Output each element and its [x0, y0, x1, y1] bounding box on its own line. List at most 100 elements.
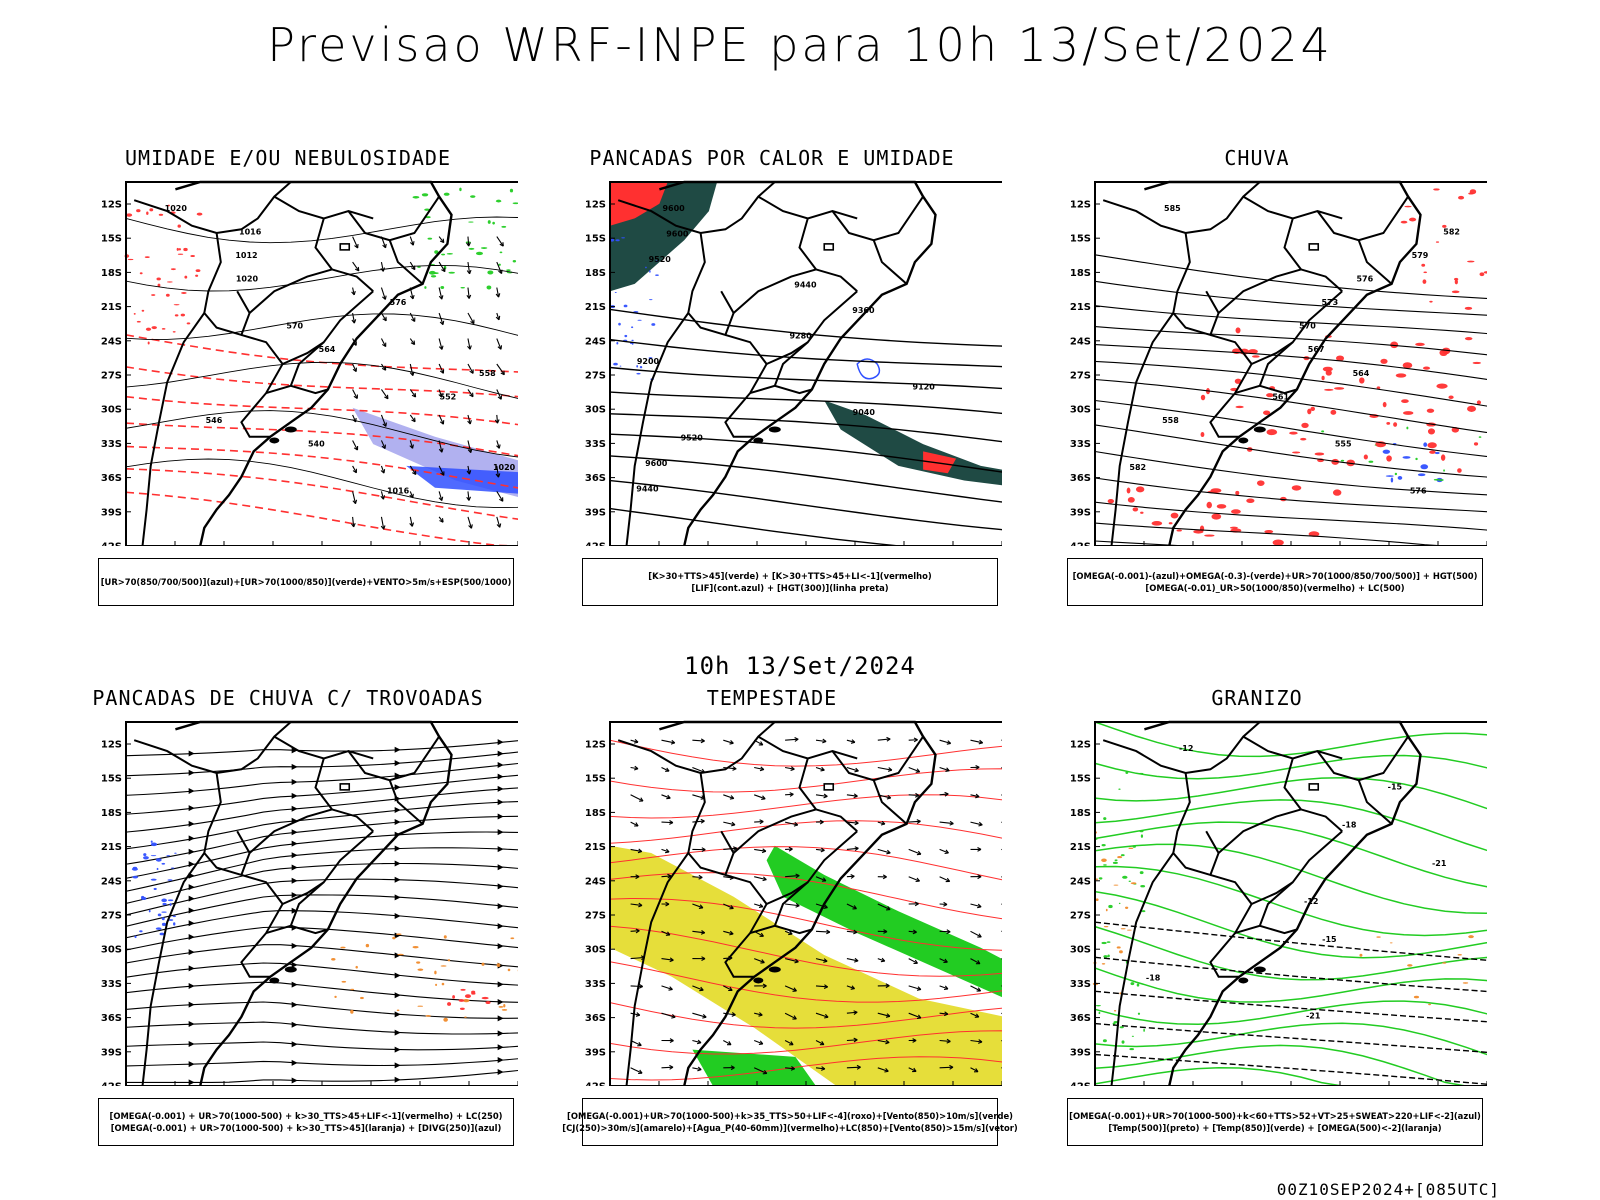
- shade-cell: [151, 326, 157, 330]
- panel-title: TEMPESTADE: [706, 686, 838, 710]
- shade-cell: [1193, 529, 1204, 534]
- shade-cell: [170, 867, 175, 869]
- shade-cell: [619, 365, 622, 367]
- shade-cell: [162, 902, 167, 906]
- wind-vector: [939, 930, 951, 933]
- shade-cell: [173, 304, 180, 306]
- wind-arrowhead: [382, 316, 387, 322]
- federal-district: [339, 783, 351, 791]
- wind-arrowhead: [634, 765, 639, 771]
- wind-arrowhead: [665, 901, 670, 907]
- country-border: [1251, 881, 1294, 905]
- shade-cell: [1234, 378, 1242, 384]
- shade-cell: [161, 917, 165, 921]
- wind-arrowhead: [731, 1012, 736, 1017]
- legend-line: [OMEGA(-0.001)-(azul)+OMEGA(-0.3)-(verde…: [1072, 571, 1478, 581]
- contour-label: 1016: [387, 486, 410, 495]
- lat-label: 30S: [101, 945, 122, 956]
- wind-arrowhead: [946, 1038, 951, 1044]
- wind-vector: [438, 261, 446, 272]
- wind-arrowhead: [731, 821, 736, 827]
- lat-label: 27S: [1070, 371, 1091, 382]
- wind-arrowhead: [669, 820, 674, 825]
- contour-label: 1020: [236, 275, 259, 284]
- shade-cell: [495, 199, 502, 203]
- country-border: [203, 772, 251, 877]
- shade-cell: [624, 334, 628, 338]
- wind-arrowhead: [409, 294, 415, 300]
- country-border: [203, 232, 251, 337]
- shade-cell: [172, 331, 176, 333]
- streamline-arrow: [291, 763, 298, 770]
- shade-cell: [623, 304, 628, 308]
- wind-vector: [784, 958, 799, 963]
- lat-label: 36S: [1070, 473, 1091, 484]
- wind-arrowhead: [915, 877, 921, 883]
- shade-cell: [340, 946, 346, 949]
- wind-arrowhead: [468, 524, 473, 529]
- lat-label: 18S: [101, 808, 122, 819]
- shade-cell: [1454, 279, 1458, 285]
- shade-cell: [1122, 875, 1128, 879]
- panel-granizo: GRANIZO 12S 15S 18S 21S 24S 27S 30S 33S 36S 39S 42…: [1037, 686, 1487, 1176]
- federal-district: [823, 243, 835, 251]
- geo-layer: [1102, 180, 1422, 546]
- wind-arrowhead: [883, 929, 888, 934]
- country-border: [1110, 312, 1175, 546]
- wind-arrowhead: [410, 340, 416, 346]
- shade-cell: [1478, 436, 1482, 438]
- streamline-arrow: [291, 877, 298, 884]
- shade-cell: [499, 251, 503, 254]
- streamline: [125, 740, 518, 757]
- wind-arrowhead: [978, 1039, 983, 1044]
- contour-label: 555: [1335, 439, 1352, 448]
- wind-vector: [723, 1012, 736, 1016]
- lat-label: 24S: [585, 876, 606, 887]
- wind-vector: [877, 903, 891, 911]
- shade-cell: [460, 287, 465, 289]
- wind-vector: [438, 389, 443, 398]
- country-border: [289, 290, 374, 387]
- streamline-arrow: [291, 981, 298, 988]
- wind-arrowhead: [409, 522, 415, 527]
- streamline-arrow: [394, 952, 401, 959]
- country-border: [1258, 830, 1343, 927]
- wind-vector: [877, 738, 891, 741]
- instability-zone-south: [824, 400, 1002, 486]
- contour-line: [609, 846, 1002, 881]
- shade-cell: [178, 248, 182, 251]
- streamline-arrow: [188, 805, 195, 812]
- shade-cell: [150, 878, 157, 881]
- wind-vector: [939, 1012, 948, 1015]
- wind-arrowhead: [821, 877, 827, 882]
- shade-cell: [149, 208, 154, 212]
- shade-cell: [1336, 355, 1345, 362]
- forecast-date-label: 10h 13/Set/2024: [684, 652, 916, 680]
- wind-arrowhead: [732, 846, 738, 851]
- wind-vector: [692, 903, 704, 909]
- lat-label: 15S: [101, 774, 122, 785]
- country-border: [133, 721, 292, 775]
- shade-cell: [1472, 361, 1482, 365]
- wind-vector: [467, 262, 471, 274]
- shade-cell: [143, 853, 147, 857]
- shade-cell: [1128, 847, 1134, 850]
- streamline-arrow: [291, 942, 298, 949]
- shade-cell: [1125, 771, 1129, 774]
- map-frame: [125, 181, 518, 546]
- contour-label: -15: [1322, 935, 1337, 944]
- legend-line: [OMEGA(-0.001) + UR>70(1000-500) + k>30_…: [109, 1111, 503, 1121]
- contour-line: [1094, 921, 1487, 961]
- streamline-arrow: [394, 860, 401, 867]
- wind-arrowhead: [352, 367, 357, 373]
- wind-vector: [1001, 794, 1002, 796]
- wind-vector: [661, 958, 674, 961]
- wind-arrowhead: [638, 1069, 643, 1074]
- shade-cell: [1272, 539, 1284, 546]
- wind-arrowhead: [470, 319, 475, 325]
- streamline-arrow: [497, 981, 504, 988]
- shade-cell: [425, 1014, 431, 1017]
- red-isolines: [124, 204, 203, 345]
- shade-cell: [1421, 263, 1426, 267]
- shade-cell: [636, 372, 641, 375]
